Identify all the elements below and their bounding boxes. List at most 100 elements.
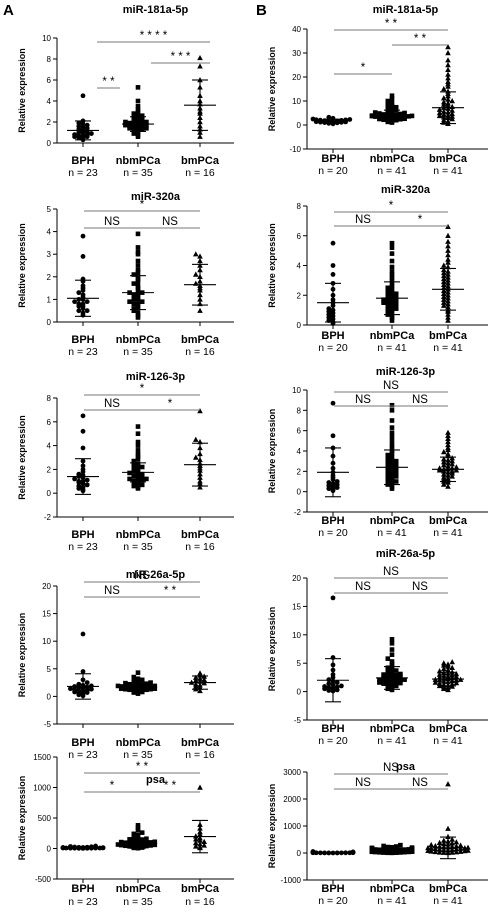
sample-size-label: n = 23 <box>68 167 98 179</box>
data-point <box>127 681 132 687</box>
data-point <box>118 842 124 848</box>
chart-title: miR-26a-5p <box>126 569 186 581</box>
category-label: BPH <box>71 334 94 346</box>
data-point <box>385 475 391 480</box>
data-point <box>393 300 399 305</box>
data-point <box>139 830 145 835</box>
y-tick-label: 2 <box>297 467 302 476</box>
data-point <box>372 114 378 119</box>
data-point <box>385 102 391 107</box>
data-point <box>330 240 336 246</box>
data-point <box>449 98 455 104</box>
y-tick-label: 10 <box>292 386 301 395</box>
data-point <box>131 834 137 839</box>
y-tick-label: 8 <box>297 202 302 211</box>
data-point <box>445 438 451 445</box>
data-point <box>127 844 132 849</box>
significance-label: * * * * <box>140 30 168 42</box>
data-point <box>80 254 86 259</box>
data-point <box>445 263 451 270</box>
y-tick-label: 2 <box>47 273 52 282</box>
data-point <box>115 683 121 689</box>
data-point <box>135 456 141 461</box>
data-point <box>131 838 137 843</box>
y-tick-label: 10 <box>292 97 301 106</box>
data-point <box>80 445 86 451</box>
data-point <box>393 297 399 303</box>
data-point <box>197 54 203 61</box>
data-point <box>385 285 391 291</box>
data-point <box>432 845 439 852</box>
data-point <box>441 299 447 305</box>
data-point <box>449 681 455 687</box>
data-point <box>389 258 395 264</box>
data-point <box>127 470 132 476</box>
data-point <box>385 108 391 114</box>
chart-0: miR-181a-5p Relative expression 0 2 4 6 8 10 BPH… <box>17 4 234 179</box>
data-point <box>445 667 451 673</box>
data-point <box>441 293 447 299</box>
data-point <box>193 843 199 849</box>
data-point <box>385 292 391 298</box>
y-tick-label: 8 <box>297 406 302 415</box>
data-point <box>445 256 451 262</box>
data-point <box>372 110 378 115</box>
significance-label: NS <box>412 394 428 406</box>
data-point <box>197 408 203 414</box>
data-point <box>330 433 336 439</box>
data-point <box>453 680 460 686</box>
data-point <box>123 680 128 686</box>
data-point <box>449 659 455 665</box>
data-point <box>449 840 455 846</box>
data-point <box>441 108 447 114</box>
data-point <box>449 458 455 464</box>
data-point <box>385 288 391 294</box>
y-axis-title: Relative expression <box>17 415 27 500</box>
sample-size-label: n = 23 <box>68 896 98 908</box>
sample-size-label: n = 16 <box>185 346 215 358</box>
significance-label: * <box>361 62 366 74</box>
data-point <box>127 123 132 129</box>
data-point <box>334 479 340 484</box>
data-point <box>441 290 447 296</box>
data-point <box>425 847 431 854</box>
chart-title: miR-181a-5p <box>123 4 189 16</box>
category-label: BPH <box>71 737 94 749</box>
data-point <box>135 112 141 117</box>
data-point <box>393 678 399 684</box>
data-point <box>152 842 158 848</box>
data-point <box>436 106 443 112</box>
data-point <box>152 686 158 691</box>
data-point <box>393 104 399 110</box>
y-tick-label: 20 <box>292 73 301 82</box>
data-point <box>76 688 82 694</box>
data-point <box>84 684 90 690</box>
data-point <box>135 439 141 445</box>
data-point <box>441 111 447 117</box>
data-point <box>385 301 391 307</box>
data-point <box>445 429 451 435</box>
y-tick-label: -1000 <box>281 876 302 885</box>
data-point <box>385 456 391 462</box>
data-point <box>139 477 145 483</box>
data-point <box>389 100 395 105</box>
data-point <box>389 845 395 850</box>
data-point <box>118 839 124 845</box>
chart-title: miR-126-3p <box>376 366 436 378</box>
category-label: nbmPCa <box>116 334 162 346</box>
data-point <box>72 476 77 482</box>
sample-size-label: n = 41 <box>377 165 407 177</box>
data-point <box>89 131 94 136</box>
chart-3: miR-26a-5p Relative expression -5 0 5 10 15 20 B… <box>17 569 234 761</box>
data-point <box>389 93 395 99</box>
data-point <box>385 669 391 675</box>
y-tick-label: 1 <box>47 295 52 304</box>
data-point <box>139 677 145 683</box>
y-tick-label: 0 <box>47 318 52 327</box>
y-tick-label: 2000 <box>283 795 301 804</box>
data-point <box>441 481 447 487</box>
data-point <box>330 263 336 268</box>
data-point <box>127 120 132 126</box>
data-point <box>326 306 332 312</box>
